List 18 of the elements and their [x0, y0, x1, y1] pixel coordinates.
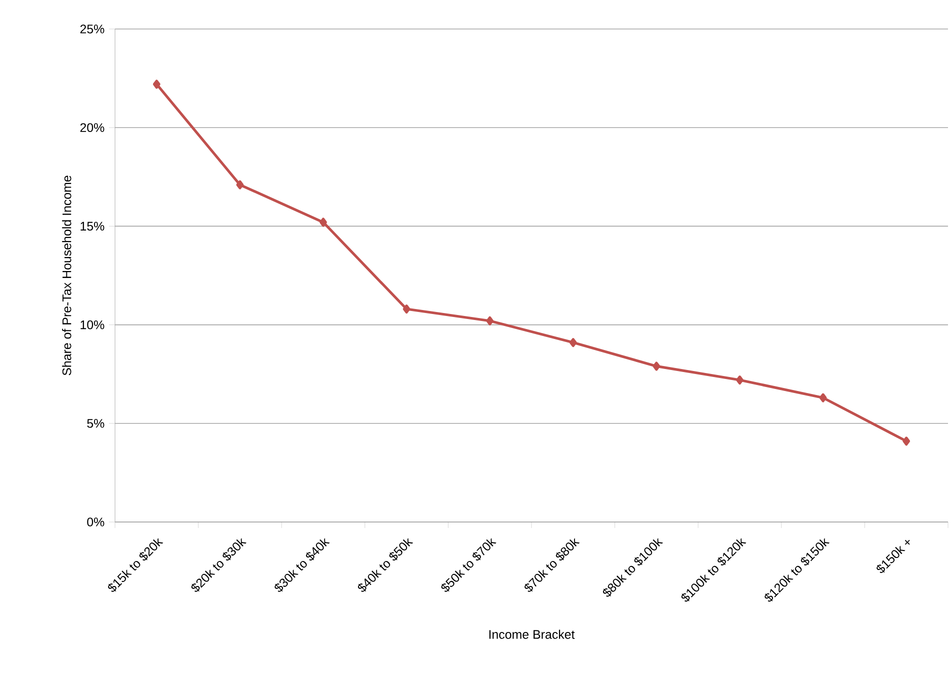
- point: [736, 376, 744, 385]
- point: [569, 338, 577, 348]
- point: [902, 436, 910, 446]
- y-tick-label: 25%: [80, 24, 104, 34]
- point: [402, 304, 410, 314]
- y-tick-label: 5%: [87, 419, 104, 428]
- y-axis-title: Share of Pre-Tax Household Income: [62, 176, 72, 376]
- point: [486, 316, 494, 326]
- point: [236, 180, 244, 190]
- point: [152, 80, 160, 89]
- y-tick-label: 20%: [80, 123, 104, 132]
- y-tick-label: 0%: [87, 518, 104, 526]
- y-tick-label: 15%: [80, 222, 104, 231]
- point: [652, 362, 660, 371]
- y-tick-label: 10%: [80, 320, 104, 330]
- point: [320, 218, 327, 227]
- x-axis-title: Income Bracket: [489, 630, 575, 639]
- point: [819, 393, 827, 402]
